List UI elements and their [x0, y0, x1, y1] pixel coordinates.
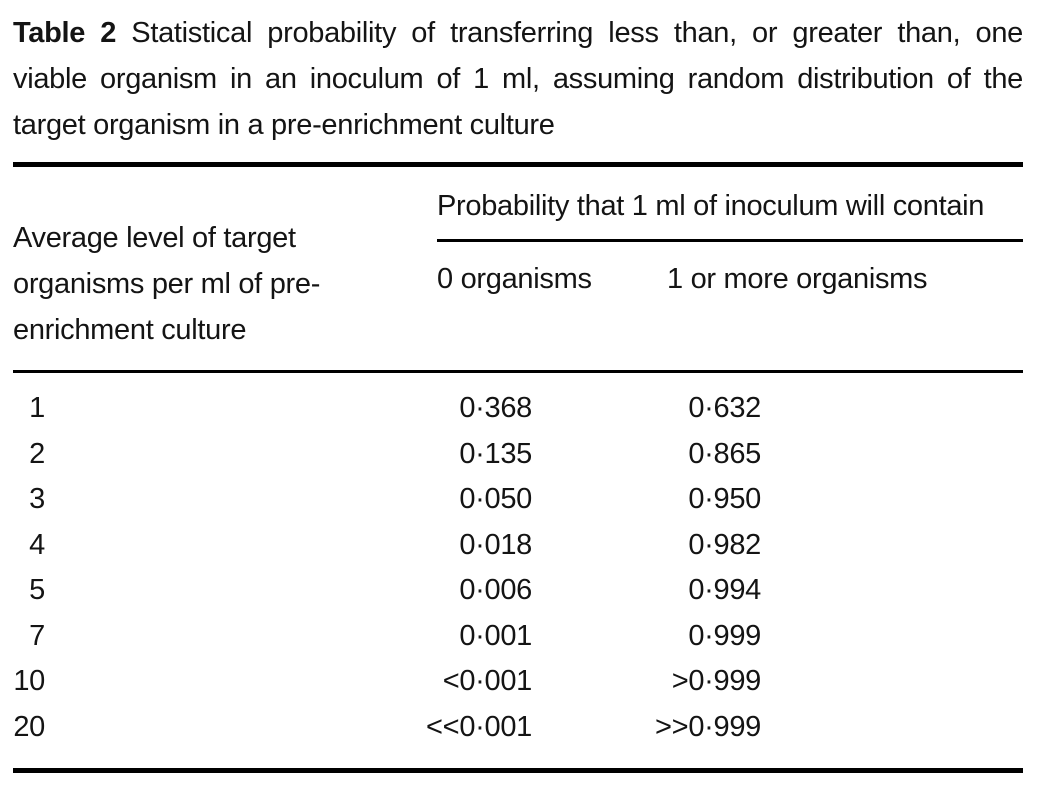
table-bottom-rule — [13, 768, 1023, 773]
cell-p-one-or-more: >>0·999 — [655, 710, 761, 743]
table-top-rule — [13, 162, 1023, 167]
cell-p-one-or-more: 0·950 — [688, 483, 761, 515]
cell-level: 5 — [29, 574, 45, 606]
spanning-column-header: Probability that 1 ml of inoculum will c… — [437, 190, 985, 222]
cell-level: 10 — [13, 665, 45, 697]
cell-p-zero: <0·001 — [442, 665, 533, 697]
cell-level: 1 — [29, 392, 45, 424]
table-row: 2 0·135 0·865 — [13, 432, 1023, 478]
cell-level: 3 — [29, 483, 45, 515]
cell-p-one-or-more: >0·999 — [671, 665, 762, 697]
column-header-one-or-more-organisms: 1 or more organisms — [667, 263, 928, 295]
cell-p-one-or-more: 0·632 — [688, 392, 761, 424]
table-caption-label: Table 2 — [13, 17, 117, 49]
table-row: 10 <0·001 >0·999 — [13, 659, 1023, 705]
table-row: 20 <<0·001 >>0·999 — [13, 705, 1023, 751]
cell-level: 4 — [29, 528, 45, 561]
cell-p-zero: 0·050 — [459, 483, 532, 515]
cell-p-one-or-more: 0·999 — [688, 619, 761, 652]
cell-p-one-or-more: 0·982 — [688, 528, 761, 561]
table-header: Average level of target organisms per ml… — [13, 167, 1023, 370]
table-row: 4 0·018 0·982 — [13, 523, 1023, 569]
table-caption: Table 2 Statistical probability of trans… — [13, 10, 1023, 148]
cell-p-zero: 0·018 — [459, 528, 532, 561]
cell-p-zero: 0·006 — [459, 574, 532, 606]
table-body: 1 0·368 0·632 2 0·135 0·865 3 0·050 0·95… — [13, 373, 1023, 750]
spanner-rule — [437, 239, 1023, 242]
header-bottom-rule — [13, 370, 1023, 373]
cell-p-one-or-more: 0·865 — [688, 437, 761, 470]
cell-level: 20 — [13, 710, 45, 743]
cell-level: 7 — [29, 619, 45, 652]
cell-level: 2 — [29, 437, 45, 470]
table-row: 1 0·368 0·632 — [13, 386, 1023, 432]
table-row: 3 0·050 0·950 — [13, 477, 1023, 523]
cell-p-zero: 0·001 — [459, 619, 532, 652]
cell-p-zero: 0·368 — [459, 392, 532, 424]
table-row: 5 0·006 0·994 — [13, 568, 1023, 614]
column-header-zero-organisms: 0 organisms — [437, 263, 592, 295]
table-caption-text: Statistical probability of transferring … — [13, 17, 1023, 141]
probability-header-group: Probability that 1 ml of inoculum will c… — [437, 167, 1023, 353]
table-row: 7 0·001 0·999 — [13, 614, 1023, 660]
row-header-label: Average level of target organisms per ml… — [13, 222, 321, 346]
sub-column-headers: 0 organisms 1 or more organisms — [437, 256, 1023, 302]
cell-p-one-or-more: 0·994 — [688, 574, 761, 606]
cell-p-zero: <<0·001 — [426, 710, 532, 743]
cell-p-zero: 0·135 — [459, 437, 532, 470]
